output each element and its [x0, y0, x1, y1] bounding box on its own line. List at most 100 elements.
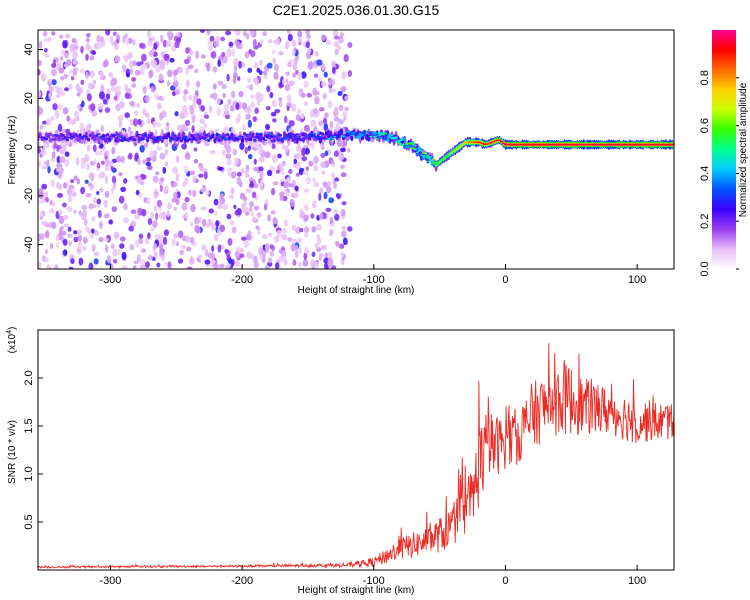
noise-cell	[285, 40, 290, 49]
snr-multiplier-exp: 4	[6, 330, 13, 334]
noise-cell	[47, 165, 51, 174]
noise-cell	[204, 249, 209, 257]
ridge-cell	[341, 137, 346, 140]
noise-cell	[60, 225, 64, 230]
noise-cell	[152, 175, 159, 183]
x-tick-label: -300	[99, 575, 121, 587]
snr-frame	[37, 329, 675, 571]
noise-cell	[99, 221, 103, 230]
noise-cell	[299, 208, 304, 214]
noise-cell	[297, 72, 303, 81]
noise-cell	[105, 158, 110, 166]
noise-cell	[278, 101, 283, 108]
noise-cell	[100, 125, 105, 133]
ridge-cell	[240, 135, 244, 138]
noise-cell	[227, 238, 233, 246]
noise-cell	[273, 63, 280, 72]
noise-cell	[333, 117, 340, 122]
noise-cell	[73, 175, 78, 181]
noise-cell	[80, 186, 86, 195]
noise-cell	[344, 95, 349, 101]
spectrogram-ylabel: Frequency (Hz)	[7, 116, 18, 185]
noise-cell	[222, 93, 226, 99]
noise-cell	[82, 209, 88, 217]
noise-cell	[112, 31, 117, 36]
x-tick-label: -100	[363, 274, 385, 286]
noise-cell	[134, 214, 141, 220]
noise-cell	[316, 224, 322, 231]
noise-cell	[68, 266, 74, 269]
noise-cell	[338, 154, 344, 162]
noise-cell	[250, 94, 255, 99]
ridge-cell	[167, 132, 171, 136]
noise-cell	[314, 242, 320, 249]
noise-cell	[258, 247, 264, 255]
noise-cell	[232, 75, 237, 85]
ridge-cell	[105, 137, 110, 140]
noise-cell	[303, 188, 310, 193]
noise-cell	[306, 34, 311, 39]
noise-cell	[286, 94, 292, 103]
noise-cell	[265, 123, 270, 131]
noise-cell	[73, 236, 79, 243]
ridge-cell	[44, 138, 49, 140]
noise-cell	[219, 197, 226, 205]
noise-cell	[303, 232, 309, 238]
ridge-cell	[657, 143, 662, 146]
noise-cell	[79, 68, 86, 74]
noise-cell	[160, 255, 166, 261]
ridge-cell	[194, 139, 198, 141]
noise-cell	[247, 77, 251, 84]
noise-cell	[153, 243, 158, 249]
noise-cell	[39, 124, 44, 130]
noise-cell	[340, 209, 346, 217]
noise-cell	[319, 212, 324, 221]
noise-cell	[62, 107, 69, 115]
noise-cell	[185, 47, 190, 54]
noise-cell	[333, 150, 339, 157]
noise-cell	[99, 187, 104, 193]
noise-cell	[98, 236, 104, 243]
ridge-cell	[289, 135, 293, 139]
noise-cell	[155, 65, 161, 73]
noise-cell	[333, 106, 339, 115]
ridge-cell	[105, 133, 110, 137]
ridge-cell	[575, 143, 579, 146]
noise-cell	[251, 191, 257, 199]
noise-cell	[287, 237, 293, 242]
ridge-cell	[582, 143, 586, 146]
noise-cell	[230, 171, 237, 179]
noise-cell	[284, 145, 289, 152]
noise-cell	[306, 48, 312, 55]
noise-cell	[270, 112, 275, 117]
noise-cell	[334, 213, 340, 221]
colorbar-tick-label: 0.4	[699, 166, 711, 181]
ridge-cell	[169, 139, 173, 142]
ridge-cell	[122, 136, 126, 138]
noise-cell	[144, 112, 150, 118]
noise-cell	[38, 60, 42, 67]
ridge-cell	[483, 143, 487, 146]
ridge-cell	[261, 138, 265, 141]
noise-cell	[276, 229, 283, 238]
noise-cell	[132, 60, 137, 67]
noise-cell	[302, 170, 309, 176]
noise-cell	[56, 156, 61, 164]
noise-cell	[306, 92, 313, 98]
noise-cell	[85, 42, 90, 51]
noise-cell	[329, 230, 333, 237]
noise-cell	[196, 98, 202, 105]
noise-cell	[50, 116, 55, 121]
noise-cell	[272, 181, 279, 186]
ridge-cell	[394, 136, 398, 140]
ridge-cell	[384, 132, 388, 135]
noise-cell	[100, 84, 105, 93]
ridge-cell	[181, 137, 185, 139]
noise-cell	[292, 72, 296, 78]
noise-cell	[314, 51, 319, 57]
snr-multiplier: (x104)	[6, 327, 18, 354]
noise-cell	[55, 242, 60, 248]
noise-cell	[286, 30, 291, 35]
noise-cell	[174, 69, 179, 75]
noise-cell	[41, 255, 46, 262]
